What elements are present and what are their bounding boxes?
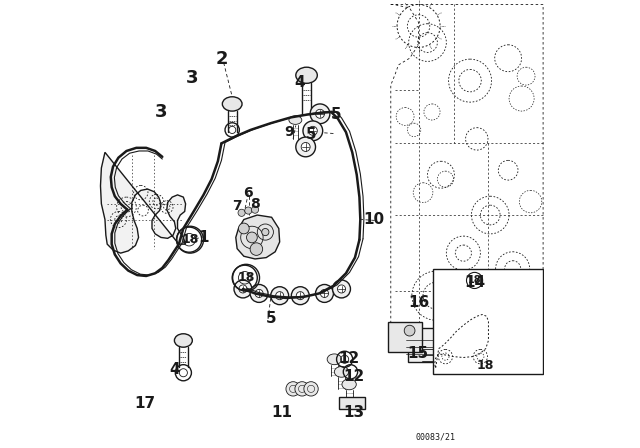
Text: 13: 13 xyxy=(343,405,364,420)
Text: 4: 4 xyxy=(169,362,180,377)
Circle shape xyxy=(295,382,309,396)
Circle shape xyxy=(404,325,415,336)
Circle shape xyxy=(310,104,330,124)
Circle shape xyxy=(250,284,268,302)
Bar xyxy=(339,397,365,409)
Ellipse shape xyxy=(174,334,192,347)
Polygon shape xyxy=(100,152,186,253)
Text: 1: 1 xyxy=(198,230,209,245)
Text: 17: 17 xyxy=(134,396,156,411)
Bar xyxy=(408,328,435,362)
Circle shape xyxy=(296,137,316,157)
Circle shape xyxy=(234,280,252,298)
Circle shape xyxy=(308,126,317,135)
Circle shape xyxy=(337,285,346,293)
Text: 12: 12 xyxy=(343,369,364,384)
Text: 14: 14 xyxy=(464,275,485,290)
Text: 3: 3 xyxy=(155,103,167,121)
Circle shape xyxy=(238,209,245,216)
Bar xyxy=(388,322,422,352)
Ellipse shape xyxy=(334,366,349,377)
Circle shape xyxy=(250,243,262,255)
Ellipse shape xyxy=(289,116,302,125)
Circle shape xyxy=(321,289,328,297)
Text: 8: 8 xyxy=(250,197,260,211)
Circle shape xyxy=(252,206,259,213)
Text: 18: 18 xyxy=(468,276,481,285)
Text: 12: 12 xyxy=(339,351,360,366)
Circle shape xyxy=(296,292,305,300)
Text: 11: 11 xyxy=(271,405,292,420)
Text: 15: 15 xyxy=(407,346,428,362)
Text: 16: 16 xyxy=(408,295,429,310)
Text: 9: 9 xyxy=(284,125,294,139)
Text: 3: 3 xyxy=(186,69,198,87)
Text: 5: 5 xyxy=(266,310,276,326)
Circle shape xyxy=(239,285,247,293)
Circle shape xyxy=(301,142,310,151)
Ellipse shape xyxy=(222,97,242,111)
Circle shape xyxy=(239,223,249,234)
Circle shape xyxy=(262,228,269,236)
Text: 4: 4 xyxy=(294,75,305,90)
Circle shape xyxy=(316,284,333,302)
Circle shape xyxy=(286,382,300,396)
Ellipse shape xyxy=(296,67,317,83)
Text: 2: 2 xyxy=(216,50,228,68)
Text: 10: 10 xyxy=(363,212,385,227)
Bar xyxy=(433,269,543,374)
Text: 5: 5 xyxy=(330,107,341,122)
Circle shape xyxy=(316,109,324,118)
Text: 18: 18 xyxy=(237,271,255,284)
Ellipse shape xyxy=(342,379,356,390)
Circle shape xyxy=(271,287,289,305)
Ellipse shape xyxy=(327,354,342,365)
Text: 18: 18 xyxy=(476,358,493,372)
Text: 18: 18 xyxy=(181,233,199,246)
Circle shape xyxy=(276,292,284,300)
Circle shape xyxy=(246,232,257,243)
Circle shape xyxy=(304,382,318,396)
Text: 00083/21: 00083/21 xyxy=(415,432,456,441)
Circle shape xyxy=(291,287,309,305)
Text: 5: 5 xyxy=(306,127,316,142)
Circle shape xyxy=(244,207,252,214)
Circle shape xyxy=(303,121,323,141)
Circle shape xyxy=(333,280,351,298)
Text: 7: 7 xyxy=(232,199,242,213)
Polygon shape xyxy=(236,215,280,259)
Text: 6: 6 xyxy=(243,185,253,200)
Circle shape xyxy=(255,289,263,297)
